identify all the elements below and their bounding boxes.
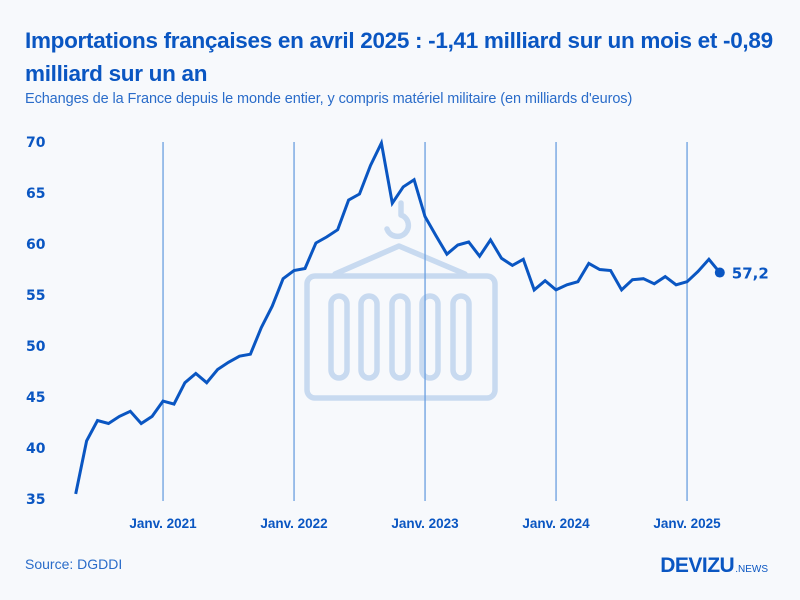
data-point [116,413,122,419]
data-point [477,253,483,259]
logo-suffix: .NEWS [735,564,768,575]
y-tick-label: 60 [26,237,46,253]
data-point [444,251,450,257]
y-tick-label: 65 [26,186,45,202]
data-point [149,413,155,419]
data-point [357,191,363,197]
data-point [204,380,210,386]
data-point [226,359,232,365]
data-point [258,325,264,331]
data-point [84,438,90,444]
y-tick-label: 55 [26,288,45,304]
data-point [95,417,101,423]
data-point [105,421,111,427]
data-point [586,260,592,266]
y-tick-label: 45 [26,390,45,406]
data-point [389,200,395,206]
y-tick-label: 40 [26,441,46,457]
data-point [520,256,526,262]
data-point [335,227,341,233]
y-tick-label: 35 [26,492,45,508]
data-point [597,267,603,273]
data-point [367,162,373,168]
data-point [619,287,625,293]
data-point [706,256,712,262]
last-value-label: 57,2 [732,265,769,283]
container-rib [419,293,441,381]
data-point [138,421,144,427]
devizu-logo[interactable]: DEVIZU.NEWS [660,554,768,578]
y-tick-label: 70 [26,135,46,151]
data-point [455,242,461,248]
data-point [160,398,166,404]
data-point [400,184,406,190]
container-rib [328,293,350,381]
data-point [378,140,384,146]
data-point [553,287,559,293]
data-point [542,278,548,284]
x-tick-label: Janv. 2024 [522,516,590,531]
data-point [324,234,330,240]
container-body [304,273,498,401]
chart-title: Importations françaises en avril 2025 : … [25,28,773,86]
shipping-container-icon [304,200,498,401]
data-point [673,282,679,288]
x-tick-label: Janv. 2021 [129,516,197,531]
data-point [280,276,286,282]
data-point [302,265,308,271]
data-point [433,233,439,239]
data-point [346,197,352,203]
chart-subtitle: Echanges de la France depuis le monde en… [25,91,633,107]
data-point [509,262,515,268]
data-point [466,239,472,245]
data-point [564,282,570,288]
x-tick-label: Janv. 2022 [260,516,327,531]
hook-icon [384,200,412,240]
data-point [182,380,188,386]
data-point [651,281,657,287]
source-label: Source: DGDDI [25,556,123,572]
last-value-marker [714,267,725,278]
data-point [411,177,417,183]
data-point [171,401,177,407]
container-rib [358,293,380,381]
data-point [215,366,221,372]
data-point [662,274,668,280]
x-tick-label: Janv. 2025 [653,516,721,531]
data-point [127,408,133,414]
data-point [247,351,253,357]
data-point [291,268,297,274]
container-rib [450,293,472,381]
series-line-importations [74,138,721,495]
data-point [73,491,79,497]
data-point [498,255,504,261]
data-point [236,353,242,359]
data-point [269,303,275,309]
data-point [313,240,319,246]
data-point [488,237,494,243]
y-tick-label: 50 [26,339,46,355]
data-point [193,371,199,377]
data-point [575,279,581,285]
data-point [629,277,635,283]
container-rib [389,293,411,381]
data-point [422,213,428,219]
data-point [640,276,646,282]
logo-main: DEVIZU [660,554,735,577]
x-tick-label: Janv. 2023 [391,516,459,531]
cable-icon [332,243,468,277]
data-point [608,268,614,274]
data-point [531,287,537,293]
data-point [684,279,690,285]
data-point [695,269,701,275]
